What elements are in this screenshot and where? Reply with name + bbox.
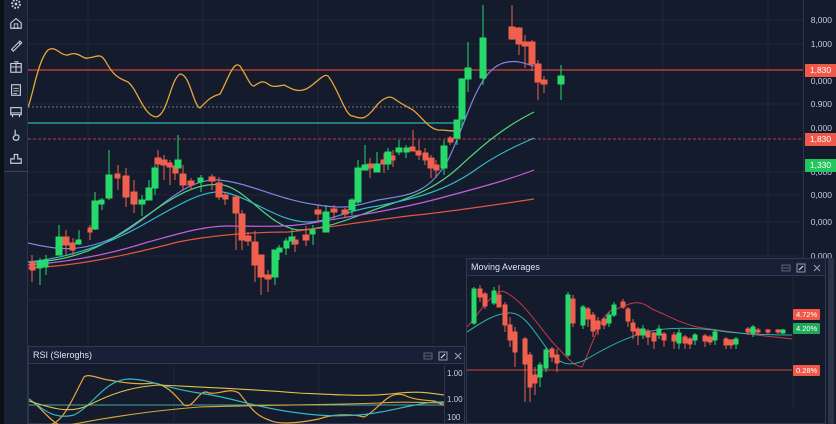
rsi-chart[interactable] bbox=[29, 365, 444, 424]
price-tick: 0,000 bbox=[810, 167, 832, 177]
home-button[interactable] bbox=[6, 13, 26, 33]
drawing-toolbar bbox=[4, 0, 28, 424]
rsi-minimize-button[interactable] bbox=[422, 350, 433, 361]
price-tick: 0.900 bbox=[810, 99, 832, 109]
draw-button[interactable] bbox=[6, 35, 26, 55]
price-badge-level: 1,830 bbox=[805, 133, 836, 146]
price-axis[interactable]: 8,000 1,000 0,000 0.900 0,000 0,000 0,00… bbox=[803, 0, 836, 261]
ma-panel-title: Moving Averages bbox=[471, 262, 540, 272]
ma-teal-line bbox=[28, 137, 535, 263]
expand-icon bbox=[438, 351, 447, 360]
ma-green-line bbox=[28, 111, 535, 263]
ma-badge-current: 4.20% bbox=[793, 323, 821, 334]
hand-pointer-icon bbox=[12, 129, 20, 141]
document-icon bbox=[11, 84, 21, 96]
ma-panel-header: Moving Averages bbox=[467, 259, 825, 276]
ma-close-button[interactable] bbox=[811, 262, 822, 273]
oscillator-line bbox=[28, 48, 459, 132]
expand-icon bbox=[796, 263, 805, 272]
share-up-icon bbox=[10, 153, 22, 164]
rsi-axis-label: 1.00 bbox=[447, 395, 463, 404]
rsi-axis-label: 1.00 bbox=[447, 369, 463, 378]
vertical-scrollbar[interactable] bbox=[828, 258, 834, 424]
window-edge bbox=[0, 0, 4, 424]
rsi-close-button[interactable] bbox=[452, 350, 463, 361]
rsi-axis: 1.00 1.00 100 bbox=[444, 365, 465, 424]
ma-expand-button[interactable] bbox=[795, 262, 806, 273]
price-tick: 0,000 bbox=[810, 123, 832, 133]
ma-minimize-button[interactable] bbox=[780, 262, 791, 273]
grid-calendar-icon bbox=[10, 61, 22, 73]
share-button[interactable] bbox=[6, 148, 26, 168]
price-tick: 0,000 bbox=[810, 217, 832, 227]
home-icon bbox=[10, 17, 22, 29]
calendar-button[interactable] bbox=[6, 57, 26, 77]
pencil-icon bbox=[10, 40, 23, 52]
price-tick: 1,000 bbox=[810, 39, 832, 49]
price-tick: 8,000 bbox=[810, 15, 832, 25]
pointer-button[interactable] bbox=[6, 125, 26, 145]
rsi-panel-header: RSI (Sleroghs) bbox=[29, 347, 464, 364]
layout-button[interactable] bbox=[6, 102, 26, 122]
rsi-axis-label: 100 bbox=[447, 413, 461, 422]
rsi-panel: RSI (Sleroghs) 1.00 1.00 100 bbox=[28, 346, 465, 424]
rsi-expand-button[interactable] bbox=[437, 350, 448, 361]
ma-chart[interactable] bbox=[467, 277, 825, 407]
moving-averages-panel: Moving Averages bbox=[466, 258, 826, 424]
ma-purple-line bbox=[28, 169, 535, 266]
ma-badge-upper: 4.72% bbox=[793, 309, 821, 320]
minimize-icon bbox=[781, 264, 790, 271]
toolbar-divider bbox=[4, 171, 28, 172]
ma-badge-lower: 0.28% bbox=[793, 365, 821, 376]
gear-icon bbox=[11, 0, 21, 9]
price-badge-resistance: 1,830 bbox=[805, 64, 836, 77]
price-badge-current: 1,330 bbox=[805, 159, 836, 172]
close-icon bbox=[813, 264, 820, 271]
candlesticks bbox=[29, 5, 565, 295]
settings-button[interactable] bbox=[6, 0, 26, 14]
price-tick: 0,000 bbox=[810, 190, 832, 200]
close-icon bbox=[454, 352, 461, 359]
ma-fast-line bbox=[28, 60, 535, 250]
ma-red-line bbox=[28, 198, 535, 269]
monitor-icon bbox=[10, 107, 22, 118]
price-tick: 0,000 bbox=[810, 76, 832, 86]
price-tick: 0,000 bbox=[810, 251, 832, 261]
minimize-icon bbox=[423, 352, 432, 359]
notes-button[interactable] bbox=[6, 80, 26, 100]
rsi-panel-title: RSI (Sleroghs) bbox=[33, 350, 93, 360]
